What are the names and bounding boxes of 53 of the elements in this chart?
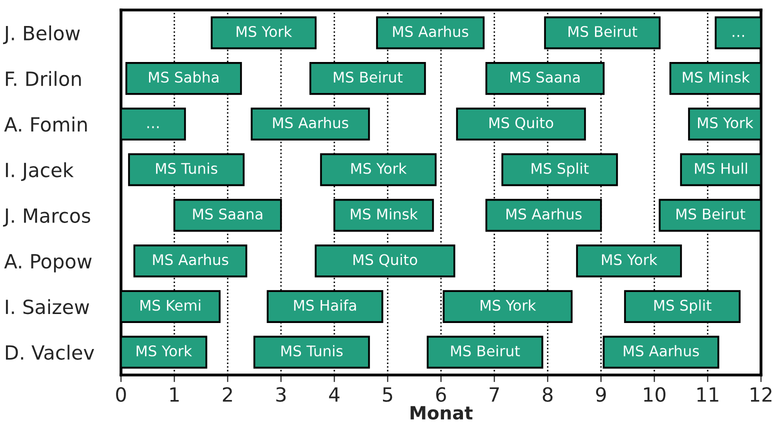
x-tick-label: 8 [542, 387, 553, 402]
data-label: MS Beirut [676, 208, 746, 220]
data-label: … [147, 126, 159, 128]
x-tick-label: 6 [436, 387, 446, 402]
y-tick-label: I. Jacek [6, 162, 74, 181]
data-label: MS York [136, 345, 192, 356]
data-label: MS York [351, 162, 407, 174]
x-tick-label: 7 [490, 387, 499, 402]
data-label: MS York [602, 254, 658, 266]
data-label: MS Kemi [140, 300, 200, 311]
data-label: MS York [698, 117, 754, 128]
data-label: MS Sabha [149, 71, 218, 83]
data-label: MS Haifa [294, 300, 356, 311]
x-tick-label: 1 [170, 387, 179, 402]
y-tick-label: I. Saizew [6, 299, 90, 314]
data-label: … [732, 35, 744, 37]
data-label: MS Beirut [334, 71, 403, 83]
data-label: MS Beirut [451, 345, 520, 356]
data-label: MS Saana [193, 208, 262, 220]
x-axis-title: Monat [410, 406, 473, 420]
data-label: MS Aarhus [393, 26, 468, 38]
x-tick-label: 11 [697, 387, 718, 402]
x-tick-label: 3 [276, 387, 286, 402]
data-label: MS Hull [695, 162, 748, 174]
x-tick-label: 4 [329, 387, 340, 402]
data-label: MS Aarhus [153, 254, 228, 266]
data-label: MS Beirut [568, 26, 638, 38]
data-label: MS Quito [353, 254, 418, 267]
x-tick-label: 10 [644, 387, 666, 402]
x-tick-label: 12 [750, 387, 772, 402]
data-label: MS Aarhus [273, 117, 348, 128]
data-label: MS Saana [510, 72, 580, 83]
data-label: MS Aarhus [506, 208, 582, 220]
data-label: MS Minsk [682, 71, 750, 83]
x-tick-label: 5 [382, 387, 392, 402]
y-tick-label: J. Below [3, 25, 80, 44]
y-tick-label: A. Popow [4, 254, 92, 272]
data-label: MS York [236, 26, 292, 38]
data-label: MS Split [654, 300, 712, 314]
data-label: MS Aarhus [624, 345, 699, 356]
x-tick-label: 2 [222, 387, 232, 402]
y-tick-label: F. Drilon [6, 71, 81, 86]
data-label: MS Tunis [281, 345, 343, 356]
y-tick-label: J. Marcos [3, 208, 90, 227]
data-label: MS Quito [489, 117, 554, 130]
y-tick-label: A. Fomin [4, 116, 87, 132]
x-tick-label: 9 [596, 387, 606, 402]
data-label: MS Tunis [156, 162, 218, 174]
data-label: MS Split [532, 162, 589, 177]
data-label: MS Minsk [350, 208, 418, 220]
x-tick-label: 0 [116, 387, 126, 402]
data-label: MS York [480, 300, 536, 311]
y-tick-label: D. Vaclev [6, 344, 94, 360]
